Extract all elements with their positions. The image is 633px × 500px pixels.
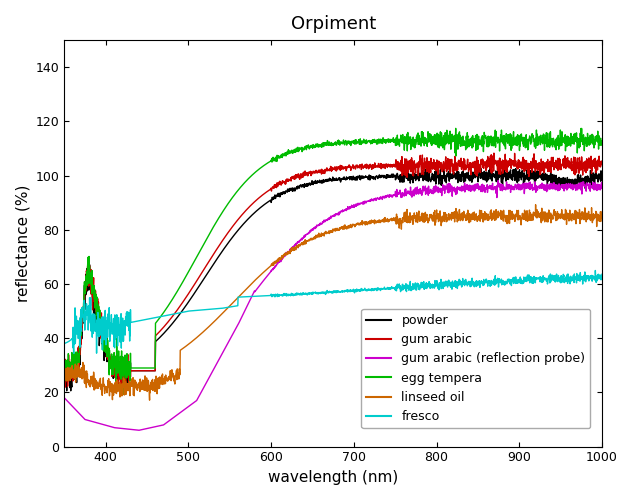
- egg tempera: [484, 133, 492, 139]
- fresco: [70, 350, 77, 356]
- fresco: [484, 278, 492, 284]
- fresco: [598, 271, 606, 277]
- linseed oil: [61, 376, 68, 382]
- linseed oil: [484, 211, 492, 217]
- gum arabic (reflection probe): [61, 395, 68, 401]
- powder: [475, 164, 483, 170]
- gum arabic (reflection probe): [598, 184, 606, 190]
- gum arabic (reflection probe): [135, 428, 142, 434]
- linseed oil: [88, 376, 96, 382]
- powder: [308, 180, 316, 186]
- egg tempera: [308, 144, 316, 150]
- Y-axis label: reflectance (%): reflectance (%): [15, 184, 30, 302]
- egg tempera: [88, 291, 96, 297]
- gum arabic: [322, 168, 330, 174]
- gum arabic (reflection probe): [583, 182, 591, 188]
- Title: Orpiment: Orpiment: [291, 15, 376, 33]
- gum arabic: [308, 170, 316, 176]
- linseed oil: [583, 216, 591, 222]
- Line: linseed oil: linseed oil: [65, 204, 602, 400]
- linseed oil: [146, 397, 153, 403]
- gum arabic (reflection probe): [322, 217, 330, 223]
- fresco: [322, 290, 330, 296]
- fresco: [61, 340, 68, 346]
- Line: gum arabic (reflection probe): gum arabic (reflection probe): [65, 180, 602, 430]
- powder: [484, 169, 492, 175]
- gum arabic: [484, 160, 492, 166]
- Line: egg tempera: egg tempera: [65, 128, 602, 394]
- gum arabic: [490, 150, 498, 156]
- linseed oil: [583, 210, 591, 216]
- gum arabic (reflection probe): [88, 418, 96, 424]
- gum arabic (reflection probe): [494, 178, 502, 184]
- egg tempera: [322, 140, 330, 145]
- powder: [61, 372, 68, 378]
- powder: [598, 178, 606, 184]
- linseed oil: [322, 230, 330, 235]
- gum arabic: [583, 162, 591, 168]
- gum arabic: [118, 390, 126, 396]
- Legend: powder, gum arabic, gum arabic (reflection probe), egg tempera, linseed oil, fre: powder, gum arabic, gum arabic (reflecti…: [361, 309, 591, 428]
- egg tempera: [583, 137, 591, 143]
- egg tempera: [583, 135, 591, 141]
- powder: [583, 174, 591, 180]
- powder: [583, 180, 591, 186]
- linseed oil: [598, 208, 606, 214]
- Line: fresco: fresco: [65, 270, 602, 353]
- gum arabic (reflection probe): [583, 180, 591, 186]
- linseed oil: [532, 202, 539, 207]
- gum arabic: [88, 280, 96, 285]
- linseed oil: [308, 236, 316, 242]
- egg tempera: [61, 377, 68, 383]
- fresco: [592, 268, 599, 274]
- powder: [67, 388, 75, 394]
- fresco: [88, 313, 96, 319]
- fresco: [583, 272, 591, 278]
- powder: [88, 289, 96, 295]
- egg tempera: [120, 392, 127, 398]
- powder: [322, 176, 330, 182]
- fresco: [308, 292, 316, 298]
- Line: powder: powder: [65, 168, 602, 391]
- gum arabic: [61, 367, 68, 373]
- egg tempera: [598, 138, 606, 144]
- gum arabic: [598, 160, 606, 166]
- egg tempera: [452, 126, 460, 132]
- gum arabic: [583, 156, 591, 162]
- fresco: [582, 275, 590, 281]
- gum arabic (reflection probe): [484, 184, 492, 190]
- Line: gum arabic: gum arabic: [65, 153, 602, 392]
- gum arabic (reflection probe): [308, 228, 316, 234]
- X-axis label: wavelength (nm): wavelength (nm): [268, 470, 398, 485]
